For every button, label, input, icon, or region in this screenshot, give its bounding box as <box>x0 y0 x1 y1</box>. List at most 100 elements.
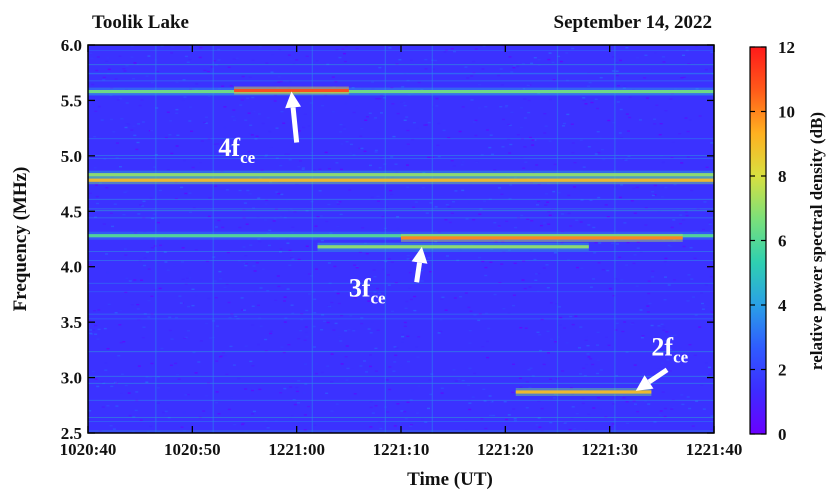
colorbar-tick-label: 2 <box>778 361 787 380</box>
noise-speck <box>414 201 418 203</box>
noise-speck <box>546 183 550 185</box>
noise-speck <box>466 77 470 79</box>
noise-speck <box>247 150 251 153</box>
noise-speck <box>702 228 705 231</box>
noise-speck <box>227 66 231 68</box>
noise-speck <box>606 216 610 218</box>
noise-speck <box>523 98 527 100</box>
noise-speck <box>558 306 561 308</box>
noise-speck <box>191 166 195 169</box>
noise-speck <box>330 92 334 95</box>
noise-speck <box>225 283 229 285</box>
noise-speck <box>252 207 256 209</box>
noise-speck <box>388 388 392 391</box>
noise-speck <box>623 85 627 87</box>
noise-speck <box>374 405 378 407</box>
noise-speck <box>565 342 569 344</box>
noise-speck <box>184 283 188 285</box>
noise-speck <box>305 309 309 312</box>
noise-speck <box>615 62 619 64</box>
noise-speck <box>616 278 620 280</box>
noise-speck <box>614 329 618 331</box>
noise-speck <box>655 104 659 106</box>
noise-speck <box>217 87 221 90</box>
noise-speck <box>537 417 541 419</box>
x-axis: 1020:40 1020:50 1221:00 1221:10 1221:20 1221:… <box>60 45 742 459</box>
noise-speck <box>659 325 663 328</box>
noise-speck <box>490 248 494 251</box>
noise-speck <box>301 168 305 170</box>
noise-speck <box>248 193 252 195</box>
noise-speck <box>639 119 642 121</box>
noise-speck <box>503 401 507 403</box>
noise-speck <box>243 202 247 204</box>
noise-speck <box>292 63 296 65</box>
noise-speck <box>671 92 674 95</box>
noise-speck <box>505 220 509 222</box>
noise-speck <box>583 389 587 391</box>
noise-speck <box>611 423 615 425</box>
noise-speck <box>237 144 241 147</box>
noise-speck <box>587 224 591 226</box>
noise-speck <box>621 330 625 333</box>
noise-speck <box>406 258 410 260</box>
noise-speck <box>139 204 142 206</box>
noise-speck <box>251 324 255 326</box>
noise-speck <box>554 341 557 343</box>
noise-speck <box>409 424 413 426</box>
colorbar-tick-label: 6 <box>778 232 787 251</box>
noise-speck <box>561 370 565 372</box>
noise-speck <box>160 347 164 350</box>
noise-speck <box>646 311 650 313</box>
noise-speck <box>420 270 424 272</box>
noise-speck <box>522 88 525 90</box>
noise-speck <box>604 204 608 206</box>
noise-speck <box>246 97 250 99</box>
noise-speck <box>665 331 669 333</box>
noise-speck <box>244 264 248 267</box>
noise-speck <box>276 87 280 89</box>
noise-speck <box>147 55 151 57</box>
noise-speck <box>339 123 343 126</box>
noise-speck <box>508 56 512 58</box>
noise-speck <box>408 258 412 261</box>
noise-speck <box>570 417 574 419</box>
noise-speck <box>659 370 663 372</box>
noise-speck <box>123 70 127 72</box>
noise-speck <box>566 113 570 116</box>
noise-speck <box>240 267 244 270</box>
noise-speck <box>420 89 424 91</box>
noise-speck <box>233 119 236 121</box>
noise-speck <box>651 194 655 197</box>
noise-speck <box>117 88 120 90</box>
noise-speck <box>168 329 172 332</box>
noise-speck <box>390 193 394 195</box>
annotation-arrow-shaft <box>647 367 669 385</box>
noise-speck <box>181 247 185 249</box>
noise-speck <box>130 381 134 384</box>
noise-speck <box>596 359 600 361</box>
noise-speck <box>526 218 530 220</box>
noise-speck <box>226 251 230 254</box>
noise-speck <box>184 336 188 339</box>
noise-speck <box>571 152 575 154</box>
noise-speck <box>188 192 192 194</box>
noise-speck <box>271 54 275 56</box>
noise-speck <box>174 181 178 183</box>
noise-speck <box>400 101 404 103</box>
noise-speck <box>670 408 674 410</box>
noise-speck <box>360 322 364 325</box>
noise-speck <box>244 255 248 257</box>
noise-speck <box>494 240 498 243</box>
noise-speck <box>584 339 588 341</box>
noise-speck <box>272 220 276 222</box>
noise-speck <box>244 262 248 265</box>
noise-speck <box>589 199 593 201</box>
noise-speck <box>387 284 391 286</box>
noise-speck <box>330 410 334 412</box>
noise-speck <box>376 287 379 290</box>
noise-speck <box>542 222 546 224</box>
noise-speck <box>407 360 410 363</box>
noise-speck <box>502 307 506 310</box>
noise-speck <box>482 388 486 390</box>
